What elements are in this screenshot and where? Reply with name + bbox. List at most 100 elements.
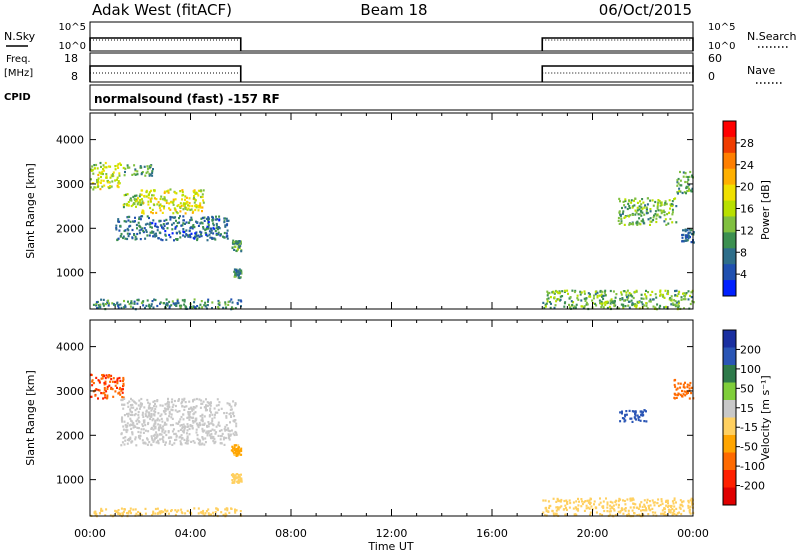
velocity-cell-1-565 [131,440,134,443]
power-cell-1-4 [152,168,154,171]
velocity-cell-4-12 [159,512,162,515]
velocity-cell-0-68 [98,381,101,384]
power-cell-4-84 [145,230,148,233]
power-cell-9-2 [649,217,652,220]
velocity-cell-1-145 [153,400,156,403]
velocity-cell-1-511 [189,411,192,414]
velocity-cell-1-268 [195,428,198,431]
power-cell-9-126 [633,204,636,207]
cpid-text: normalsound (fast) -157 RF [94,92,280,106]
power-cell-8-48 [567,292,569,295]
power-cell-8-263 [627,294,630,297]
velocity-cell-1-336 [203,429,206,432]
power-cell-3-54 [202,199,205,202]
velocity-cell-3-10 [231,479,234,482]
nsky-traces [89,37,694,51]
power-cell-8-118 [649,300,652,303]
velocity-cell-0-35 [116,379,119,382]
velocity-cell-1-359 [135,444,138,447]
power-cell-9-143 [641,220,644,223]
power-cell-8-212 [601,295,603,298]
power-cell-4-212 [192,224,195,227]
velocity-cell-1-544 [163,423,166,426]
velocity-cell-5-72 [665,500,667,503]
power-cell-0-87 [114,179,117,182]
power-cell-3-115 [141,202,144,205]
velocity-cell-1-499 [191,416,194,420]
power-cell-7-99 [166,302,169,305]
power-cell-2-31 [140,203,143,206]
power-cell-10-23 [679,179,682,182]
power-cb-swatch-5 [723,200,736,217]
power-cell-3-161 [197,209,200,212]
velocity-cell-1-590 [178,436,181,439]
velocity-cell-6-13 [621,417,624,420]
velocity-cell-1-451 [120,418,123,421]
velocity-cell-0-12 [108,384,111,387]
velocity-cell-0-71 [97,379,100,382]
power-cell-4-216 [223,236,226,239]
power-cell-3-68 [181,194,184,197]
velocity-ytick-label-1: 3000 [56,385,84,398]
velocity-cell-1-503 [216,398,219,401]
power-cell-3-133 [201,193,204,196]
velocity-cell-4-76 [188,511,191,514]
velocity-cell-4-48 [129,509,132,513]
velocity-cell-1-254 [232,432,235,435]
velocity-cell-5-231 [681,505,684,508]
velocity-cell-1-48 [169,424,172,427]
power-cell-4-243 [189,233,192,236]
velocity-cell-0-50 [105,390,108,393]
power-cell-8-272 [634,303,637,306]
power-cell-6-38 [233,270,236,273]
power-cell-8-47 [583,305,586,308]
velocity-cell-1-91 [206,424,208,427]
velocity-cell-1-480 [191,427,194,430]
cpid-band [89,84,694,111]
velocity-cell-4-29 [101,509,104,512]
power-cell-8-138 [659,290,662,293]
power-cell-9-93 [640,209,643,213]
velocity-cell-6-3 [621,410,623,413]
velocity-cell-0-0 [100,392,103,395]
velocity-cell-1-486 [147,421,150,425]
power-cell-10-38 [687,178,690,181]
velocity-cell-1-524 [155,405,158,408]
velocity-cell-1-94 [143,421,146,424]
power-cell-3-94 [175,192,178,195]
velocity-cell-5-205 [656,502,659,505]
velocity-cell-4-21 [193,507,196,510]
power-cell-3-70 [194,192,197,195]
power-cell-11-29 [683,239,686,242]
power-cell-9-118 [649,223,651,226]
velocity-cell-1-341 [225,428,228,431]
velocity-cell-5-89 [671,508,674,511]
velocity-cell-1-249 [147,430,150,433]
velocity-cell-5-77 [552,512,555,515]
velocity-cell-1-439 [190,440,193,443]
velocity-cell-1-316 [228,430,231,433]
power-cell-11-32 [692,231,695,234]
velocity-cell-7-21 [675,388,678,391]
power-cell-8-226 [573,290,576,294]
power-cell-7-97 [96,307,98,310]
velocity-cell-4-121 [174,509,177,512]
power-cell-4-46 [182,228,185,231]
velocity-echoes [90,373,695,518]
velocity-cell-1-325 [162,435,165,438]
power-cell-8-71 [577,298,580,301]
velocity-cell-5-290 [691,503,694,506]
velocity-cell-5-149 [667,508,670,511]
velocity-cell-5-249 [673,512,676,515]
power-cell-5-12 [233,242,236,245]
velocity-cell-1-332 [176,410,179,413]
power-cell-1-27 [128,166,131,169]
power-cell-9-75 [652,219,655,222]
power-cell-7-121 [95,301,98,304]
velocity-cell-7-18 [675,396,678,399]
velocity-cell-6-32 [643,420,646,423]
power-cell-4-195 [219,234,222,237]
velocity-cell-7-6 [683,390,686,393]
power-cell-9-151 [665,202,668,205]
